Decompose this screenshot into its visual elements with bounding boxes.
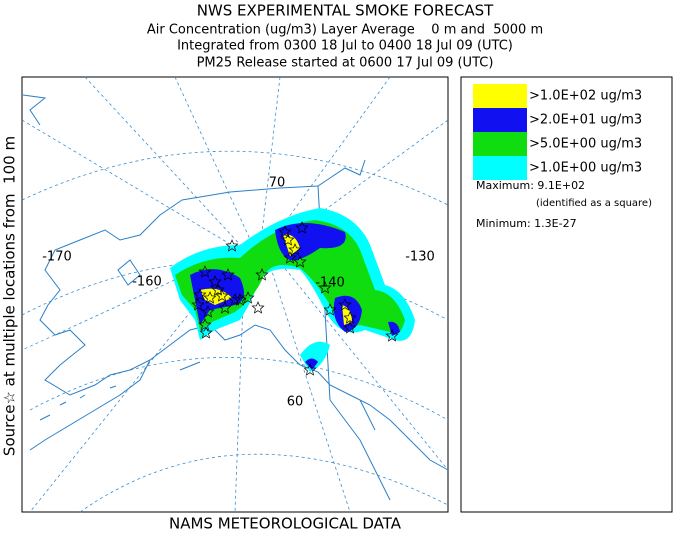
- legend-label: >1.0E+02 ug/m3: [529, 89, 642, 104]
- source-star: [323, 303, 337, 316]
- legend-minimum: Minimum: 1.3E-27: [476, 217, 577, 230]
- legend-swatch: [473, 84, 527, 108]
- source-star: [221, 268, 235, 281]
- subtitle: Air Concentration (ug/m3) Layer Average …: [147, 23, 543, 38]
- source-star: [385, 329, 399, 342]
- source-star: [288, 243, 302, 256]
- source-star: [241, 291, 255, 304]
- source-star: [303, 363, 317, 376]
- subtitle: PM25 Release started at 0600 17 Jul 09 (…: [197, 56, 494, 71]
- source-star: [343, 311, 357, 324]
- source-star: [283, 251, 297, 264]
- source-star: [218, 301, 232, 314]
- source-star: [318, 281, 332, 294]
- source-star: [281, 233, 295, 246]
- source-star: [338, 298, 352, 311]
- source-star: [191, 298, 205, 311]
- source-star: [198, 318, 212, 331]
- source-star: [278, 225, 292, 238]
- graticule-label: 60: [287, 395, 304, 410]
- source-star: [203, 291, 217, 304]
- legend-label: >1.0E+00 ug/m3: [529, 161, 642, 176]
- legend-swatch: [473, 156, 527, 180]
- title: NWS EXPERIMENTAL SMOKE FORECAST: [197, 2, 494, 20]
- legend-max-note: (identified as a square): [536, 198, 652, 209]
- graticule-label: 70: [269, 176, 286, 191]
- legend-swatch: [473, 108, 527, 132]
- source-star: [199, 326, 213, 339]
- graticule-label: -140: [315, 276, 345, 291]
- source-star: [211, 283, 225, 296]
- source-star: [201, 305, 215, 318]
- source-star: [343, 321, 357, 334]
- subtitle: Integrated from 0300 18 Jul to 0400 18 J…: [177, 39, 513, 54]
- coastline: [39, 361, 391, 501]
- source-star: [255, 268, 269, 281]
- source-star: [193, 288, 207, 301]
- source-star: [293, 255, 307, 268]
- map: -170 -160 -140 -130 70 60: [21, 76, 449, 513]
- legend: Maximum: 9.1E+02 (identified as a square…: [460, 76, 673, 513]
- source-star: [251, 301, 265, 314]
- legend-swatch: [473, 132, 527, 156]
- graticule-label: -130: [405, 250, 435, 265]
- legend-label: >2.0E+01 ug/m3: [529, 113, 642, 128]
- source-star: [208, 275, 222, 288]
- graticule-label: -170: [42, 250, 72, 265]
- legend-label: >5.0E+00 ug/m3: [529, 137, 642, 152]
- source-star: [228, 293, 242, 306]
- source-star: [225, 239, 239, 252]
- source-markers: [191, 221, 399, 376]
- source-star: [215, 289, 229, 302]
- source-star: [295, 221, 309, 234]
- legend-maximum: Maximum: 9.1E+02: [476, 179, 585, 192]
- source-star: [198, 265, 212, 278]
- side-label: Source☆ at multiple locations from 100 m: [1, 136, 19, 456]
- graticule-label: -160: [132, 275, 162, 290]
- footer: NAMS METEOROLOGICAL DATA: [169, 515, 402, 533]
